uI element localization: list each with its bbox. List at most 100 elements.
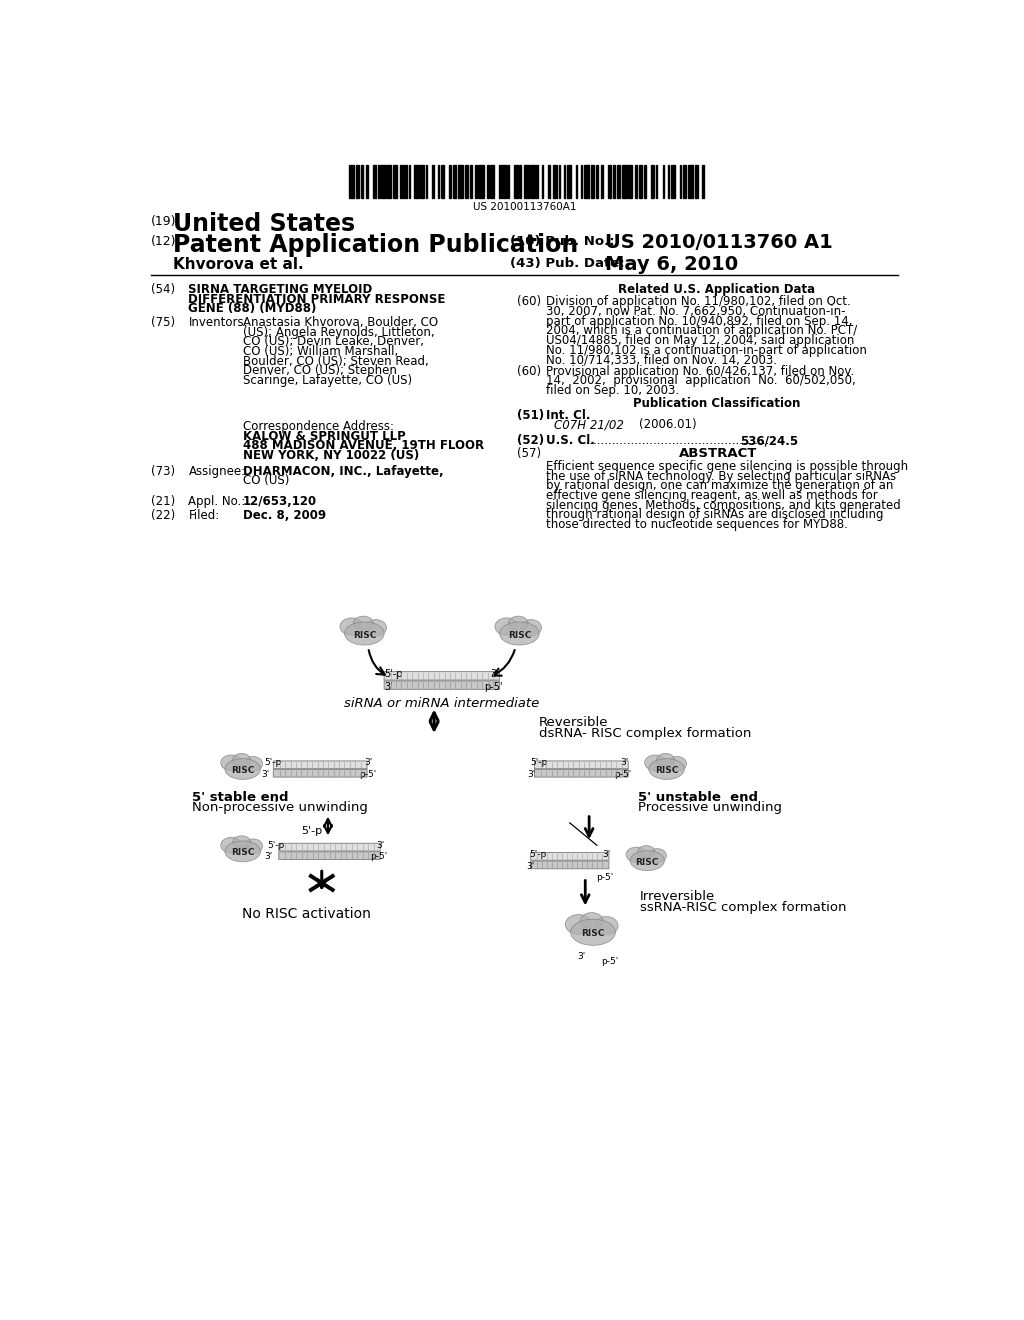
- Text: 5'-p: 5'-p: [385, 669, 403, 680]
- Ellipse shape: [225, 841, 260, 862]
- Ellipse shape: [244, 840, 262, 854]
- Text: dsRNA- RISC complex formation: dsRNA- RISC complex formation: [539, 726, 752, 739]
- Bar: [366, 165, 368, 198]
- Bar: [386, 165, 391, 198]
- Bar: [635, 165, 637, 198]
- Bar: [613, 165, 614, 198]
- Text: RISC: RISC: [636, 858, 658, 867]
- Ellipse shape: [565, 915, 592, 935]
- Ellipse shape: [345, 622, 384, 645]
- Text: Scaringe, Lafayette, CO (US): Scaringe, Lafayette, CO (US): [243, 374, 412, 387]
- Text: (57): (57): [517, 447, 541, 461]
- Text: the use of siRNA technology. By selecting particular siRNAs: the use of siRNA technology. By selectin…: [547, 470, 897, 483]
- Bar: [409, 165, 411, 198]
- Text: Anastasia Khvorova, Boulder, CO: Anastasia Khvorova, Boulder, CO: [243, 317, 438, 329]
- Text: (75): (75): [152, 317, 175, 329]
- Bar: [695, 165, 698, 198]
- Bar: [671, 165, 675, 198]
- Text: silencing genes. Methods, compositions, and kits generated: silencing genes. Methods, compositions, …: [547, 499, 901, 512]
- Text: 3': 3': [489, 669, 499, 680]
- Text: Assignee:: Assignee:: [188, 465, 246, 478]
- FancyBboxPatch shape: [273, 760, 367, 768]
- Ellipse shape: [638, 846, 654, 858]
- Text: (12): (12): [152, 235, 177, 248]
- Text: (54): (54): [152, 284, 175, 296]
- Bar: [437, 165, 439, 198]
- Text: 12/653,120: 12/653,120: [243, 495, 316, 508]
- Ellipse shape: [508, 616, 528, 630]
- Bar: [349, 165, 354, 198]
- Text: 30, 2007, now Pat. No. 7,662,950, Continuation-in-: 30, 2007, now Pat. No. 7,662,950, Contin…: [547, 305, 846, 318]
- Bar: [639, 165, 642, 198]
- Text: Filed:: Filed:: [188, 508, 220, 521]
- Ellipse shape: [668, 756, 686, 771]
- Text: Khvorova et al.: Khvorova et al.: [173, 257, 303, 272]
- Bar: [524, 165, 529, 198]
- Bar: [378, 165, 380, 198]
- Text: effective gene silencing reagent, as well as methods for: effective gene silencing reagent, as wel…: [547, 490, 879, 502]
- Bar: [478, 165, 483, 198]
- Bar: [426, 165, 427, 198]
- Bar: [400, 165, 401, 198]
- Bar: [393, 165, 396, 198]
- Ellipse shape: [645, 755, 666, 771]
- Text: (60): (60): [517, 364, 541, 378]
- Bar: [701, 165, 703, 198]
- Bar: [432, 165, 434, 198]
- Bar: [531, 165, 535, 198]
- Text: by rational design, one can maximize the generation of an: by rational design, one can maximize the…: [547, 479, 894, 492]
- Text: 3': 3': [578, 953, 586, 961]
- Text: US 2010/0113760 A1: US 2010/0113760 A1: [604, 234, 833, 252]
- Bar: [519, 165, 521, 198]
- Text: (US); Angela Reynolds, Littleton,: (US); Angela Reynolds, Littleton,: [243, 326, 434, 339]
- Text: 3': 3': [264, 853, 272, 861]
- Bar: [421, 165, 424, 198]
- Bar: [458, 165, 463, 198]
- Bar: [487, 165, 488, 198]
- Ellipse shape: [656, 754, 675, 766]
- Text: US 20100113760A1: US 20100113760A1: [473, 202, 577, 211]
- Text: RISC: RISC: [352, 631, 376, 639]
- Ellipse shape: [520, 619, 542, 636]
- Bar: [499, 165, 501, 198]
- Text: Patent Application Publication: Patent Application Publication: [173, 234, 579, 257]
- Text: part of application No. 10/940,892, filed on Sep. 14,: part of application No. 10/940,892, file…: [547, 314, 853, 327]
- Text: 3': 3': [527, 770, 536, 779]
- Bar: [680, 165, 681, 198]
- FancyBboxPatch shape: [279, 851, 380, 859]
- Text: 5' unstable  end: 5' unstable end: [638, 791, 758, 804]
- Text: No RISC activation: No RISC activation: [242, 907, 371, 921]
- Ellipse shape: [225, 759, 260, 779]
- Ellipse shape: [648, 849, 667, 863]
- FancyBboxPatch shape: [535, 770, 629, 777]
- Text: US04/14885, filed on May 12, 2004, said application: US04/14885, filed on May 12, 2004, said …: [547, 334, 855, 347]
- Text: (10) Pub. No.:: (10) Pub. No.:: [510, 235, 614, 248]
- Bar: [373, 165, 376, 198]
- Bar: [503, 165, 506, 198]
- FancyBboxPatch shape: [384, 681, 500, 689]
- Text: through rational design of siRNAs are disclosed including: through rational design of siRNAs are di…: [547, 508, 884, 521]
- Text: No. 10/714,333, filed on Nov. 14, 2003.: No. 10/714,333, filed on Nov. 14, 2003.: [547, 354, 777, 366]
- Text: RISC: RISC: [655, 766, 678, 775]
- Text: 5' stable end: 5' stable end: [191, 791, 288, 804]
- Bar: [537, 165, 539, 198]
- Text: 5'-p: 5'-p: [267, 841, 285, 850]
- Ellipse shape: [232, 754, 251, 766]
- Ellipse shape: [221, 755, 242, 771]
- Text: Non-processive unwinding: Non-processive unwinding: [191, 801, 368, 814]
- Text: those directed to nucleotide sequences for MYD88.: those directed to nucleotide sequences f…: [547, 517, 848, 531]
- Text: 488 MADISON AVENUE, 19TH FLOOR: 488 MADISON AVENUE, 19TH FLOOR: [243, 440, 483, 453]
- Bar: [441, 165, 444, 198]
- Text: DHARMACON, INC., Lafayette,: DHARMACON, INC., Lafayette,: [243, 465, 443, 478]
- Text: NEW YORK, NY 10022 (US): NEW YORK, NY 10022 (US): [243, 449, 419, 462]
- Bar: [622, 165, 627, 198]
- Bar: [601, 165, 603, 198]
- Text: RISC: RISC: [231, 766, 254, 775]
- Ellipse shape: [570, 919, 615, 945]
- Bar: [465, 165, 468, 198]
- Text: 5'-p: 5'-p: [264, 759, 282, 767]
- Text: (2006.01): (2006.01): [640, 418, 697, 432]
- Text: RISC: RISC: [582, 929, 605, 939]
- Bar: [470, 165, 472, 198]
- Bar: [508, 165, 509, 198]
